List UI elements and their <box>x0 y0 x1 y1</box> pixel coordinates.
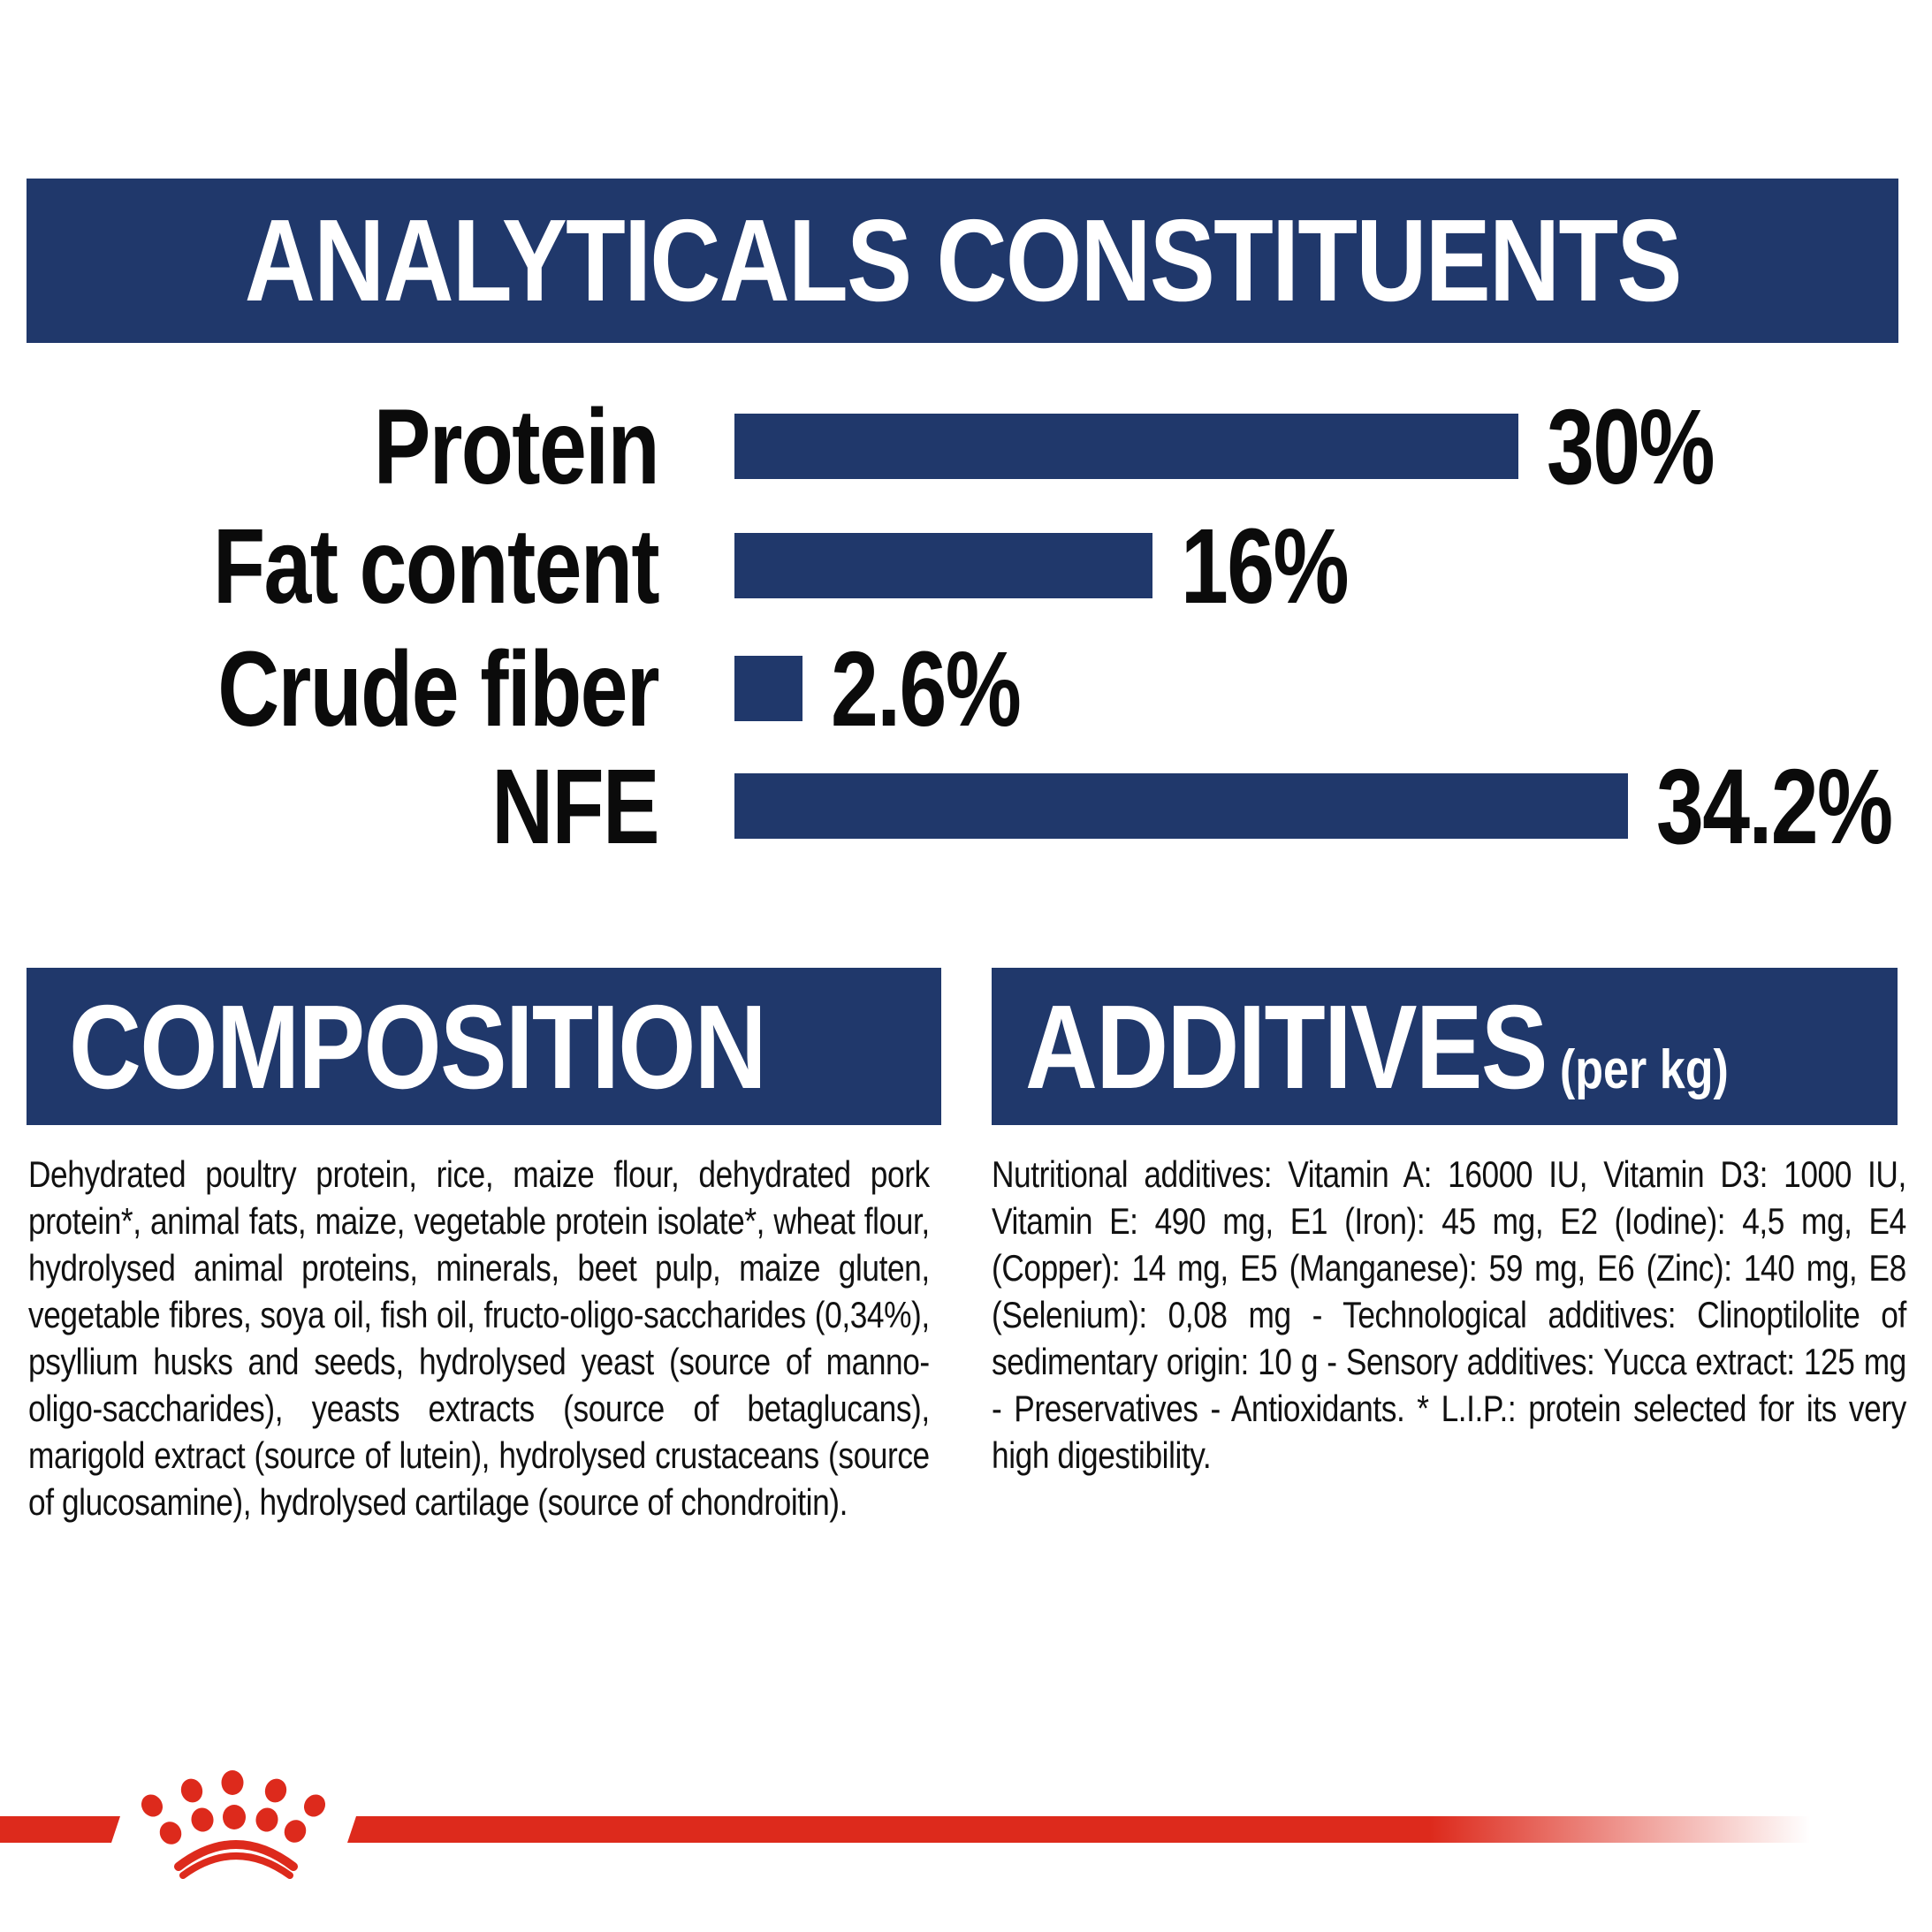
additives-body: Nutritional additives: Vitamin A: 16000 … <box>992 1153 1906 1476</box>
composition-body: Dehydrated poultry protein, rice, maize … <box>28 1153 930 1523</box>
chart-value-label: 2.6% <box>831 628 1022 749</box>
chart-bar <box>734 414 1518 479</box>
chart-bar <box>734 533 1152 598</box>
chart-row-nfe: NFE 34.2% <box>0 752 1932 859</box>
chart-bar <box>734 773 1628 839</box>
chart-category-label: Fat content <box>212 505 660 626</box>
analyticals-header-bar: ANALYTICALS CONSTITUENTS <box>27 179 1898 343</box>
additives-header-bar: ADDITIVES (per kg) <box>992 968 1898 1125</box>
chart-value-label: 34.2% <box>1656 745 1893 866</box>
footer-red-line-right <box>347 1816 1810 1843</box>
chart-bar <box>734 656 802 721</box>
chart-value-label: 30% <box>1547 385 1715 506</box>
chart-row-fat-content: Fat content 16% <box>0 512 1932 619</box>
chart-row-crude-fiber: Crude fiber 2.6% <box>0 635 1932 742</box>
additives-subtitle: (per kg) <box>1559 1038 1729 1100</box>
composition-header-bar: COMPOSITION <box>27 968 941 1125</box>
chart-category-label: Crude fiber <box>217 628 659 749</box>
chart-value-label: 16% <box>1181 505 1350 626</box>
royal-canin-crown-paw-logo <box>141 1770 326 1879</box>
analyticals-title: ANALYTICALS CONSTITUENTS <box>244 195 1682 325</box>
additives-title-text: ADDITIVES <box>1025 979 1548 1114</box>
additives-title: ADDITIVES (per kg) <box>1025 987 1729 1107</box>
footer-red-line-left <box>0 1816 120 1843</box>
composition-title: COMPOSITION <box>69 979 767 1114</box>
chart-row-protein: Protein 30% <box>0 392 1932 499</box>
chart-category-label: NFE <box>491 745 659 866</box>
chart-category-label: Protein <box>373 385 660 506</box>
